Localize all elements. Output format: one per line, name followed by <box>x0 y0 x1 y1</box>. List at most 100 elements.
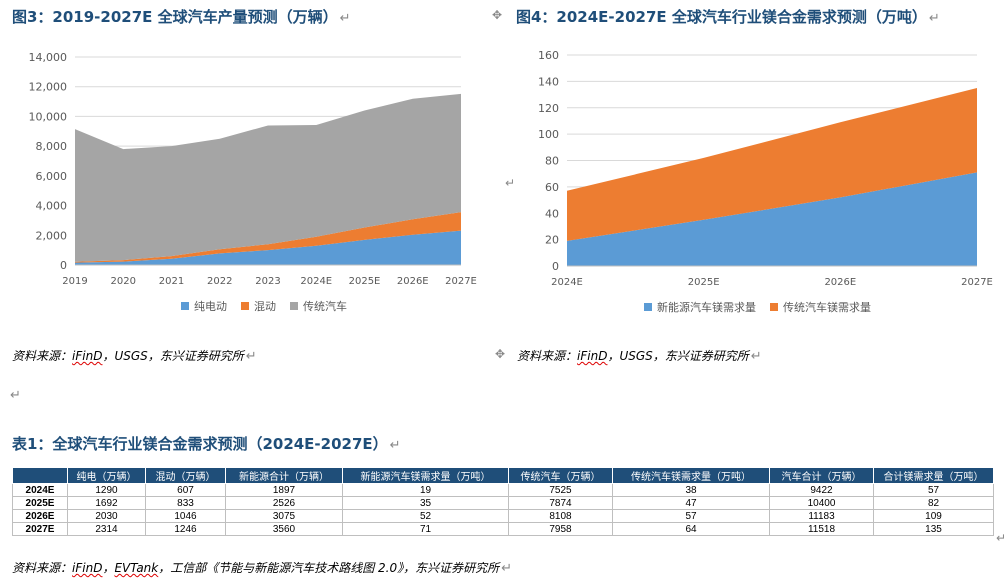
x-tick-label: 2026E <box>397 276 429 287</box>
table-row: 2027E 2314 1246 3560 71 7958 64 11518 13… <box>12 522 994 536</box>
table-header: 汽车合计（万辆） <box>769 467 874 484</box>
y-tick-label: 0 <box>552 260 559 273</box>
y-tick-label: 2,000 <box>36 229 68 242</box>
table-cell: 64 <box>612 522 770 536</box>
legend-label: 新能源汽车镁需求量 <box>657 300 756 314</box>
table-cell: 1897 <box>225 483 343 497</box>
series-area <box>75 93 461 262</box>
legend-swatch <box>644 303 652 311</box>
table-cell: 2025E <box>12 496 68 510</box>
table-cell: 35 <box>342 496 509 510</box>
x-tick-label: 2025E <box>349 276 381 287</box>
table-title: 表1：全球汽车行业镁合金需求预测（2024E-2027E） ↵ <box>12 435 401 453</box>
table-cell: 9422 <box>769 483 874 497</box>
table-cell: 47 <box>612 496 770 510</box>
demand-table: 纯电（万辆） 混动（万辆） 新能源合计（万辆） 新能源汽车镁需求量（万吨） 传统… <box>12 467 994 536</box>
y-tick-label: 0 <box>60 259 67 272</box>
table-cell: 57 <box>612 509 770 523</box>
x-tick-label: 2024E <box>300 276 332 287</box>
figure-4-title: 图4：2024E-2027E 全球汽车行业镁合金需求预测（万吨） ↵ <box>516 8 940 26</box>
x-tick-label: 2026E <box>824 277 856 288</box>
table-row: 2025E 1692 833 2526 35 7874 47 10400 82 <box>12 496 994 510</box>
table-cell: 57 <box>873 483 994 497</box>
return-mark: ↵ <box>928 11 940 26</box>
return-mark: ↵ <box>10 388 21 403</box>
table-header: 合计镁需求量（万吨） <box>873 467 994 484</box>
x-tick-label: 2019 <box>62 276 87 287</box>
table-header-row: 纯电（万辆） 混动（万辆） 新能源合计（万辆） 新能源汽车镁需求量（万吨） 传统… <box>12 467 994 484</box>
y-tick-label: 8,000 <box>36 140 68 153</box>
figure-3-source: 资料来源：iFinD，USGS，东兴证券研究所 ↵ <box>12 349 257 364</box>
series-area <box>567 172 977 266</box>
table-cell: 10400 <box>769 496 874 510</box>
x-tick-label: 2025E <box>688 277 720 288</box>
table-cell: 19 <box>342 483 509 497</box>
table-header: 纯电（万辆） <box>67 467 146 484</box>
table-cell: 1246 <box>145 522 226 536</box>
table-cell: 2024E <box>12 483 68 497</box>
table-cell: 2314 <box>67 522 146 536</box>
table-cell: 7958 <box>508 522 613 536</box>
anchor-mark: ✥ <box>495 347 506 361</box>
return-mark: ↵ <box>996 531 1007 545</box>
legend-swatch <box>770 303 778 311</box>
table-cell: 2030 <box>67 509 146 523</box>
series-area <box>75 230 461 265</box>
table-cell: 11518 <box>769 522 874 536</box>
legend-swatch <box>181 302 189 310</box>
x-tick-label: 2024E <box>551 277 583 288</box>
y-tick-label: 6,000 <box>36 170 68 183</box>
table-cell: 607 <box>145 483 226 497</box>
table-cell: 52 <box>342 509 509 523</box>
table-header: 混动（万辆） <box>145 467 226 484</box>
table-header: 新能源汽车镁需求量（万吨） <box>342 467 509 484</box>
y-tick-label: 120 <box>538 102 559 115</box>
series-area <box>75 212 461 263</box>
x-tick-label: 2021 <box>159 276 184 287</box>
y-tick-label: 20 <box>545 234 559 247</box>
x-tick-label: 2023 <box>255 276 280 287</box>
table-cell: 1290 <box>67 483 146 497</box>
y-tick-label: 40 <box>545 207 559 220</box>
table-cell: 7525 <box>508 483 613 497</box>
y-tick-label: 140 <box>538 75 559 88</box>
legend-label: 纯电动 <box>194 300 227 313</box>
table-header <box>12 467 68 484</box>
y-tick-label: 12,000 <box>29 81 68 94</box>
figure-3-title: 图3：2019-2027E 全球汽车产量预测（万辆） ↵ <box>12 8 351 26</box>
y-tick-label: 100 <box>538 128 559 141</box>
table-cell: 1692 <box>67 496 146 510</box>
return-mark: ↵ <box>505 176 516 190</box>
y-tick-label: 160 <box>538 49 559 62</box>
x-tick-label: 2027E <box>961 277 993 288</box>
x-tick-label: 2022 <box>207 276 232 287</box>
return-mark: ↵ <box>339 11 351 26</box>
table-row: 2026E 2030 1046 3075 52 8108 57 11183 10… <box>12 509 994 523</box>
legend-label: 传统汽车 <box>303 299 347 313</box>
y-tick-label: 4,000 <box>36 200 68 213</box>
legend-swatch <box>290 302 298 310</box>
table-cell: 109 <box>873 509 994 523</box>
y-tick-label: 14,000 <box>29 51 68 64</box>
table-cell: 2027E <box>12 522 68 536</box>
table-cell: 3560 <box>225 522 343 536</box>
magnesium-demand-chart: 0 20 40 60 80 100 120 140 160 2024E 2025E 2026E 2027… <box>538 49 993 314</box>
y-tick-label: 60 <box>545 181 559 194</box>
anchor-mark: ✥ <box>492 8 503 22</box>
table-cell: 1046 <box>145 509 226 523</box>
vehicle-production-chart: 0 2,000 4,000 6,000 8,000 10,000 12,000 14,000 2… <box>29 51 477 313</box>
table-cell: 71 <box>342 522 509 536</box>
table-cell: 7874 <box>508 496 613 510</box>
table-cell: 82 <box>873 496 994 510</box>
x-tick-label: 2020 <box>111 276 136 287</box>
table-cell: 135 <box>873 522 994 536</box>
y-tick-label: 80 <box>545 155 559 168</box>
table-source: 资料来源：iFinD，EVTank，工信部《节能与新能源汽车技术路线图 2.0》… <box>12 561 513 576</box>
table-cell: 833 <box>145 496 226 510</box>
table-cell: 2526 <box>225 496 343 510</box>
figure-4-source: 资料来源：iFinD，USGS，东兴证券研究所 ↵ <box>517 349 762 364</box>
y-tick-label: 10,000 <box>29 110 68 123</box>
legend-swatch <box>241 302 249 310</box>
table-header: 新能源合计（万辆） <box>225 467 343 484</box>
table-row: 2024E 1290 607 1897 19 7525 38 9422 57 <box>12 483 994 497</box>
